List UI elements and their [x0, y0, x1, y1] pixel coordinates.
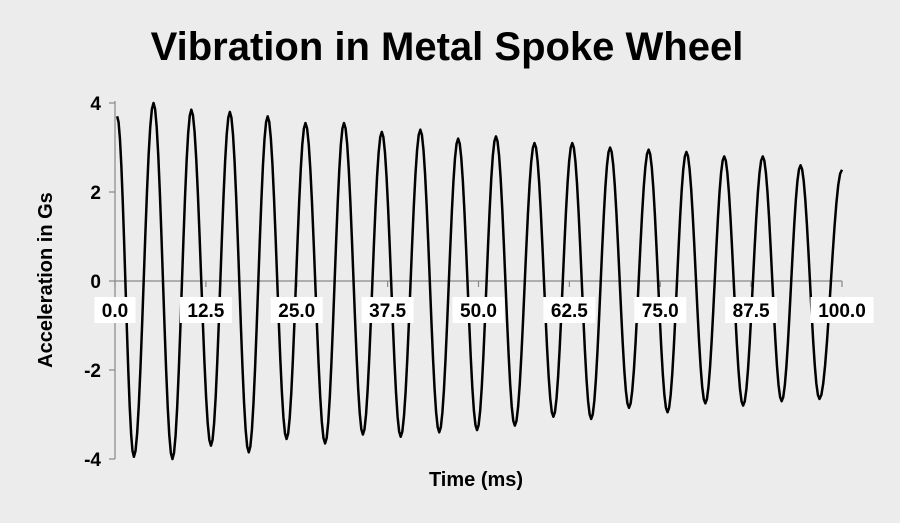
x-tick-label: 37.5: [369, 301, 406, 322]
y-tick-label: -2: [84, 361, 101, 382]
x-tick-label-bg: [270, 297, 323, 323]
x-tick-label: 87.5: [733, 301, 770, 322]
x-tick-label-bg: [634, 297, 687, 323]
y-tick-label: 2: [90, 183, 101, 204]
x-tick-label: 0.0: [102, 301, 128, 322]
x-axis-label: Time (ms): [429, 469, 523, 491]
x-tick-labels: 0.0 12.5 25.0 37.5 50.0 62.5 75.0 87.5 100.0: [94, 297, 874, 323]
y-tick-label: -4: [84, 450, 101, 471]
x-tick-label-bg: [810, 297, 874, 323]
x-tick-label: 12.5: [187, 301, 224, 322]
y-tick-label: 0: [90, 272, 101, 293]
x-tick-label-bg: [179, 297, 232, 323]
x-tick-label: 50.0: [460, 301, 497, 322]
x-tick-label: 75.0: [642, 301, 679, 322]
series-line: [115, 101, 844, 461]
x-tick-label: 25.0: [278, 301, 315, 322]
x-tick-label-bg: [452, 297, 505, 323]
x-tick-label-bg: [94, 297, 136, 323]
chart-title: Vibration in Metal Spoke Wheel: [151, 25, 744, 69]
y-axis-label: Acceleration in Gs: [35, 192, 57, 368]
axes: [109, 101, 843, 460]
x-tick-label-bg: [543, 297, 596, 323]
y-tick-labels: 4 2 0 -2 -4: [84, 94, 101, 471]
y-tick-label: 4: [90, 94, 101, 115]
x-tick-label: 100.0: [818, 301, 866, 322]
x-tick-label: 62.5: [551, 301, 588, 322]
x-tick-label-bg: [725, 297, 778, 323]
x-tick-label-bg: [361, 297, 414, 323]
